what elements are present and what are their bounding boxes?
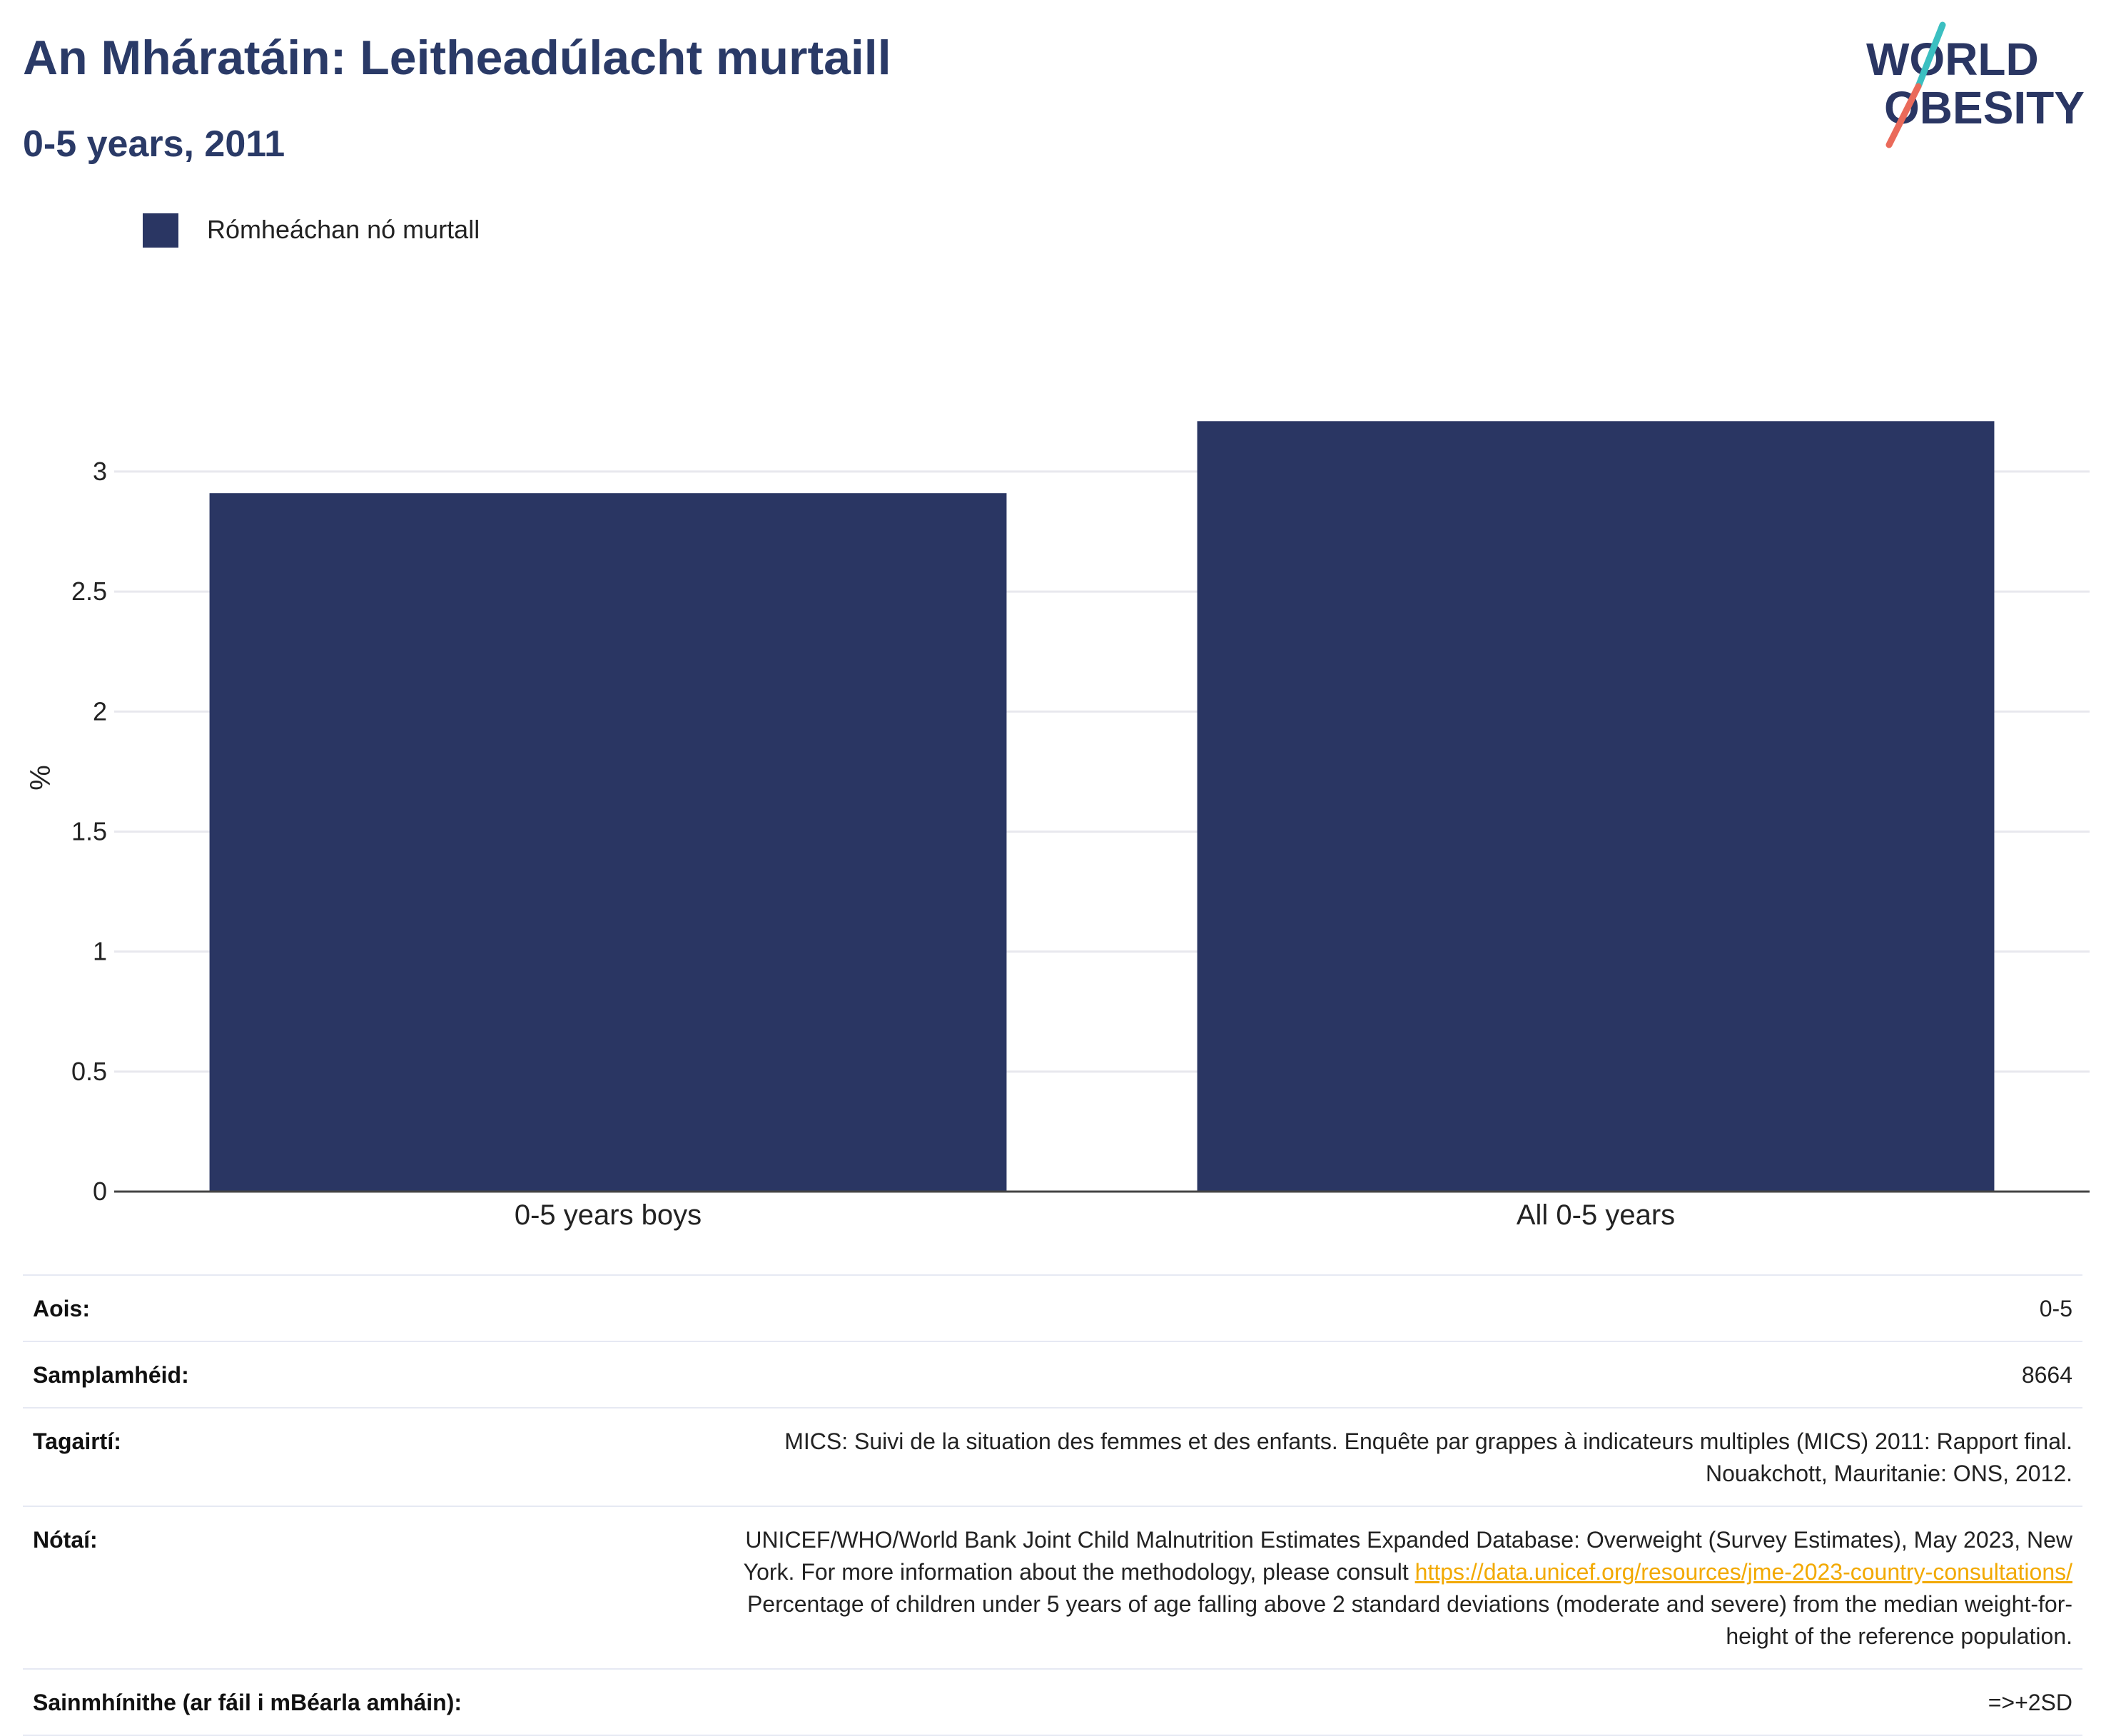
y-tick-label: 1.5 bbox=[71, 816, 107, 846]
definitions-value: =>+2SD bbox=[1988, 1690, 2072, 1715]
metadata-row-definitions: Sainmhínithe (ar fáil i mBéarla amháin):… bbox=[23, 1668, 2082, 1736]
notes-line-1: UNICEF/WHO/World Bank Joint Child Malnut… bbox=[745, 1527, 2072, 1553]
notes-line-2: York. For more information about the met… bbox=[743, 1559, 1415, 1585]
reference-line-2: Nouakchott, Mauritanie: ONS, 2012. bbox=[1705, 1461, 2072, 1486]
logo-slash-top bbox=[1915, 21, 1946, 90]
world-obesity-logo: WORLD OBESITY bbox=[1866, 21, 2085, 148]
age-value: 0-5 bbox=[2039, 1296, 2072, 1321]
sample-size-value: 8664 bbox=[2021, 1362, 2072, 1388]
bar-chart: 0 0.5 1 1.5 2 2.5 3 0-5 years boys All 0-5 years… bbox=[25, 421, 2090, 1231]
metadata-row-notes: Nótaí: UNICEF/WHO/World Bank Joint Child… bbox=[23, 1506, 2082, 1668]
notes-label: Nótaí: bbox=[33, 1527, 98, 1553]
definitions-label: Sainmhínithe (ar fáil i mBéarla amháin): bbox=[33, 1690, 462, 1715]
y-tick-label: 1 bbox=[93, 937, 107, 966]
notes-line-3: Percentage of children under 5 years of … bbox=[746, 1591, 2072, 1617]
y-tick-label: 2.5 bbox=[71, 577, 107, 606]
logo-slash-bottom bbox=[1885, 83, 1922, 148]
age-label: Aois: bbox=[33, 1296, 90, 1321]
page-subtitle: 0-5 years, 2011 bbox=[23, 123, 285, 165]
y-tick-label: 3 bbox=[93, 457, 107, 486]
references-value: MICS: Suivi de la situation des femmes e… bbox=[784, 1426, 2072, 1490]
legend-swatch[interactable] bbox=[143, 213, 178, 248]
sample-size-label: Samplamhéid: bbox=[33, 1362, 189, 1388]
reference-line-1: MICS: Suivi de la situation des femmes e… bbox=[784, 1428, 2072, 1454]
x-tick-label: 0-5 years boys bbox=[515, 1199, 702, 1231]
metadata-row-age: Aois: 0-5 bbox=[23, 1274, 2082, 1341]
legend-label[interactable]: Rómheáchan nó murtall bbox=[207, 215, 480, 244]
bar bbox=[1197, 421, 1995, 1192]
notes-line-4: height of the reference population. bbox=[1726, 1623, 2072, 1649]
logo-word-world: WORLD bbox=[1866, 34, 2039, 85]
y-tick-label: 0.5 bbox=[71, 1057, 107, 1086]
metadata-table: Aois: 0-5 Samplamhéid: 8664 Tagairtí: MI… bbox=[23, 1274, 2082, 1736]
y-tick-label: 0 bbox=[93, 1177, 107, 1206]
x-tick-label: All 0-5 years bbox=[1517, 1199, 1675, 1231]
bar bbox=[209, 493, 1007, 1192]
page-title: An Mháratáin: Leitheadúlacht murtaill bbox=[23, 31, 891, 85]
metadata-row-sample-size: Samplamhéid: 8664 bbox=[23, 1341, 2082, 1407]
y-tick-label: 2 bbox=[93, 696, 107, 726]
metadata-row-references: Tagairtí: MICS: Suivi de la situation de… bbox=[23, 1407, 2082, 1506]
references-label: Tagairtí: bbox=[33, 1428, 121, 1454]
y-axis-title: % bbox=[25, 765, 56, 791]
notes-value: UNICEF/WHO/World Bank Joint Child Malnut… bbox=[744, 1524, 2072, 1653]
methodology-link[interactable]: https://data.unicef.org/resources/jme-20… bbox=[1414, 1559, 2072, 1585]
